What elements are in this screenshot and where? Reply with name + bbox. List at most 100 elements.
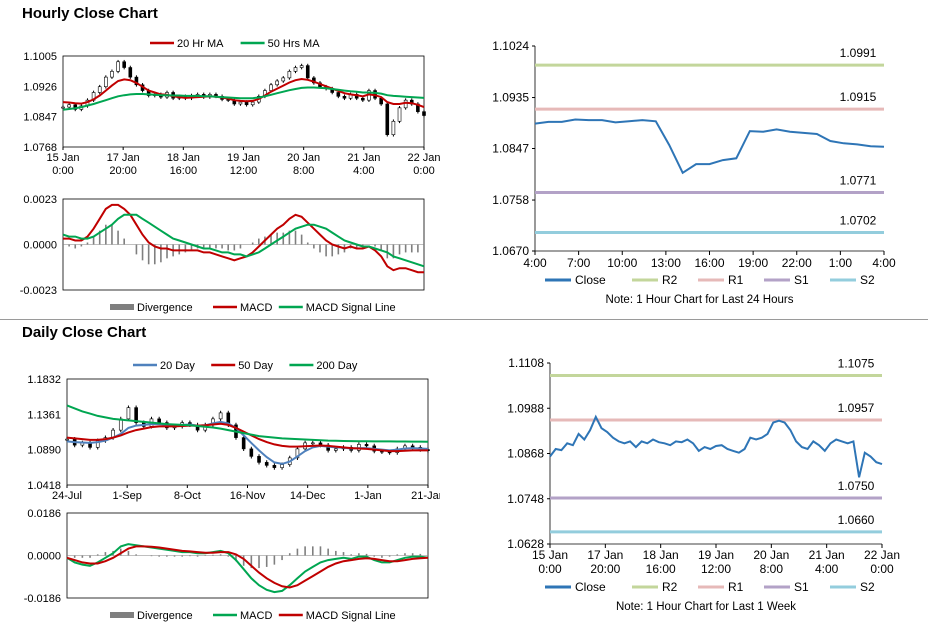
daily-levels-legend-label: R2 (662, 580, 678, 594)
hourly-price-xtick: 20 Jan (287, 152, 320, 164)
daily-levels-xtick: 8:00 (760, 562, 784, 576)
daily-price-ma-line (66, 404, 429, 443)
daily-levels-legend-label: S2 (860, 580, 875, 594)
daily-levels-ytick: 1.0988 (507, 401, 544, 415)
hourly-price-candle-body (299, 65, 304, 68)
hourly-price-ytick: 1.1005 (23, 51, 57, 63)
daily-macd-legend-label: MACD Signal Line (306, 610, 396, 622)
hourly-macd-legend-label: MACD Signal Line (306, 302, 396, 314)
hourly-levels-xtick: 19:00 (738, 256, 768, 270)
daily-price-xtick: 8-Oct (174, 490, 201, 502)
hourly-price-candle-body (110, 71, 114, 78)
hourly-price-candle-body (116, 61, 120, 72)
hourly-levels-legend-label: R2 (662, 273, 678, 287)
hourly-levels-xtick: 22:00 (782, 256, 812, 270)
daily-price-ytick: 1.1361 (27, 409, 61, 421)
daily-levels-xtick: 4:00 (815, 562, 839, 576)
daily-levels-xtick: 16:00 (646, 562, 676, 576)
daily-levels-xtick: 21 Jan (809, 548, 845, 562)
daily-macd-chart: 0.0186 0.0000 -0.0186 Divergence MACD MACD Si… (24, 508, 429, 622)
daily-levels-note: Note: 1 Hour Chart for Last 1 Week (616, 601, 796, 613)
hourly-price-candle-body (128, 67, 133, 78)
daily-price-legend-label: 20 Day (160, 360, 195, 372)
hourly-price-candle-body (122, 61, 126, 68)
hourly-price-xtick: 0:00 (52, 165, 73, 177)
hourly-levels-xtick: 16:00 (694, 256, 724, 270)
daily-levels-xtick: 20 Jan (753, 548, 789, 562)
hourly-levels-xtick: 1:00 (829, 256, 853, 270)
hourly-section-title: Hourly Close Chart (22, 5, 158, 22)
daily-price-xtick: 21-Jan (411, 490, 440, 502)
hourly-price-ma-line (62, 77, 425, 109)
hourly-price-candle-body (281, 77, 286, 82)
hourly-price-candle-body (422, 111, 426, 116)
daily-macd-ytick: 0.0000 (27, 551, 61, 563)
hourly-price-legend-label: 20 Hr MA (177, 38, 224, 50)
daily-levels-chart: 1.1108 1.0988 1.0868 1.0748 1.0628 1.1075 1.09… (507, 356, 900, 613)
hourly-price-candle-body (97, 86, 102, 93)
hourly-price-candle-body (385, 103, 390, 136)
daily-price-candle-body (272, 465, 277, 468)
daily-levels-level-label: 1.0750 (838, 479, 875, 493)
hourly-price-xtick: 21 Jan (347, 152, 380, 164)
hourly-levels-xtick: 4:00 (872, 256, 896, 270)
hourly-levels-level-label: 1.0915 (840, 90, 877, 104)
hourly-price-candle-body (397, 107, 402, 122)
hourly-levels-level-label: 1.0771 (840, 174, 877, 188)
daily-levels-level-label: 1.1075 (838, 356, 875, 370)
daily-macd-legend-label: Divergence (137, 610, 193, 622)
daily-levels-level-label: 1.0957 (838, 401, 875, 415)
hourly-macd-legend-swatch (110, 304, 134, 310)
hourly-levels-xtick: 4:00 (523, 256, 547, 270)
daily-price-ytick: 1.0890 (27, 445, 61, 457)
hourly-macd-ytick: 0.0023 (23, 194, 57, 206)
daily-macd-legend-swatch (110, 612, 134, 618)
daily-price-candle-body (65, 438, 69, 441)
hourly-levels-ytick: 1.1024 (492, 39, 529, 53)
hourly-price-candle-body (305, 65, 310, 79)
hourly-price-ma-line (62, 86, 425, 111)
daily-levels-xtick: 18 Jan (643, 548, 679, 562)
hourly-levels-chart: 1.1024 1.0935 1.0847 1.0758 1.0670 1.0991 1.09… (492, 39, 896, 306)
hourly-price-candle-body (287, 71, 292, 79)
daily-levels-legend-label: S1 (794, 580, 809, 594)
daily-price-xtick: 16-Nov (230, 490, 266, 502)
hourly-price-legend-label: 50 Hrs MA (268, 38, 321, 50)
hourly-levels-level-label: 1.0702 (840, 213, 877, 227)
daily-price-xtick: 14-Dec (290, 490, 326, 502)
hourly-price-candle-body (244, 101, 249, 106)
daily-price-candle-body (249, 448, 254, 457)
hourly-price-ytick: 1.0926 (23, 81, 57, 93)
hourly-macd-legend-label: Divergence (137, 302, 193, 314)
hourly-price-candle-body (275, 80, 279, 86)
daily-macd-legend-label: MACD (240, 610, 272, 622)
daily-price-xtick: 1-Sep (112, 490, 141, 502)
hourly-price-candle-body (342, 96, 347, 99)
hourly-levels-legend-label: S2 (860, 273, 875, 287)
hourly-macd-chart: 0.0023 0.0000 -0.0023 Divergence MACD MACD Si… (20, 194, 425, 314)
hourly-macd-line (62, 213, 425, 268)
daily-section-title: Daily Close Chart (22, 324, 147, 341)
hourly-price-candle-body (250, 101, 255, 106)
hourly-price-xtick: 18 Jan (167, 152, 200, 164)
daily-levels-xtick: 15 Jan (532, 548, 568, 562)
daily-levels-ytick: 1.0628 (507, 537, 544, 551)
daily-price-legend-label: 200 Day (316, 360, 357, 372)
hourly-price-xtick: 16:00 (170, 165, 198, 177)
hourly-price-xtick: 4:00 (353, 165, 374, 177)
daily-price-xtick: 1-Jan (354, 490, 382, 502)
hourly-levels-ytick: 1.0758 (492, 193, 529, 207)
daily-levels-xtick: 20:00 (590, 562, 620, 576)
hourly-macd-ytick: -0.0023 (20, 285, 57, 297)
hourly-macd-line (63, 203, 424, 274)
daily-levels-ytick: 1.1108 (508, 356, 544, 370)
hourly-macd-legend-label: MACD (240, 302, 272, 314)
hourly-price-candle-body (269, 84, 273, 91)
daily-price-candle-body (241, 437, 246, 450)
daily-price-candle-body (310, 442, 315, 445)
daily-price-candle-body (218, 412, 223, 420)
daily-price-candle-body (126, 407, 131, 420)
daily-price-candle-body (257, 456, 261, 463)
hourly-levels-level-label: 1.0991 (840, 46, 877, 60)
